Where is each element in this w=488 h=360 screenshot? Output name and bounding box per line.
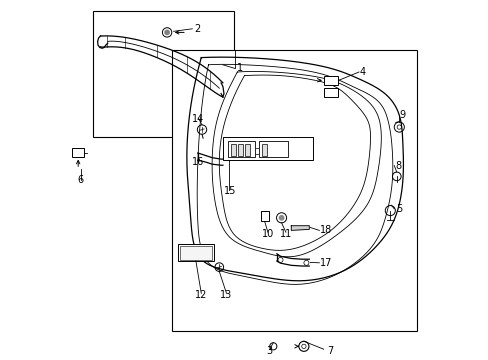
Circle shape bbox=[279, 216, 283, 220]
Bar bbox=[258, 141, 287, 157]
Text: 10: 10 bbox=[261, 229, 273, 239]
Text: 1: 1 bbox=[237, 63, 243, 73]
Text: 5: 5 bbox=[395, 204, 401, 214]
Bar bbox=[261, 144, 266, 156]
Bar bbox=[178, 244, 213, 261]
Bar bbox=[172, 50, 416, 331]
Bar bbox=[254, 148, 259, 154]
Text: 17: 17 bbox=[320, 258, 332, 268]
Text: 16: 16 bbox=[191, 157, 203, 167]
Text: 2: 2 bbox=[194, 24, 200, 34]
Text: 12: 12 bbox=[195, 290, 207, 300]
Bar bbox=[223, 137, 312, 160]
Bar bbox=[244, 144, 249, 156]
Polygon shape bbox=[291, 226, 309, 230]
Circle shape bbox=[164, 30, 169, 35]
Text: 13: 13 bbox=[220, 290, 232, 300]
FancyBboxPatch shape bbox=[72, 148, 84, 157]
Text: 15: 15 bbox=[224, 186, 236, 196]
Bar bbox=[260, 211, 268, 221]
Bar bbox=[228, 141, 255, 157]
Bar bbox=[238, 144, 242, 156]
Bar bbox=[179, 246, 212, 260]
Text: 8: 8 bbox=[395, 161, 401, 171]
Text: 6: 6 bbox=[78, 175, 83, 185]
Bar bbox=[230, 144, 235, 156]
Bar bbox=[323, 88, 337, 97]
Bar bbox=[93, 11, 233, 137]
Bar bbox=[323, 76, 337, 85]
Text: 11: 11 bbox=[279, 229, 291, 239]
Text: 4: 4 bbox=[359, 67, 365, 77]
Text: 18: 18 bbox=[320, 225, 332, 235]
Text: 3: 3 bbox=[266, 346, 272, 356]
Text: 9: 9 bbox=[399, 110, 405, 120]
Text: 14: 14 bbox=[191, 114, 203, 124]
Text: 7: 7 bbox=[326, 346, 333, 356]
